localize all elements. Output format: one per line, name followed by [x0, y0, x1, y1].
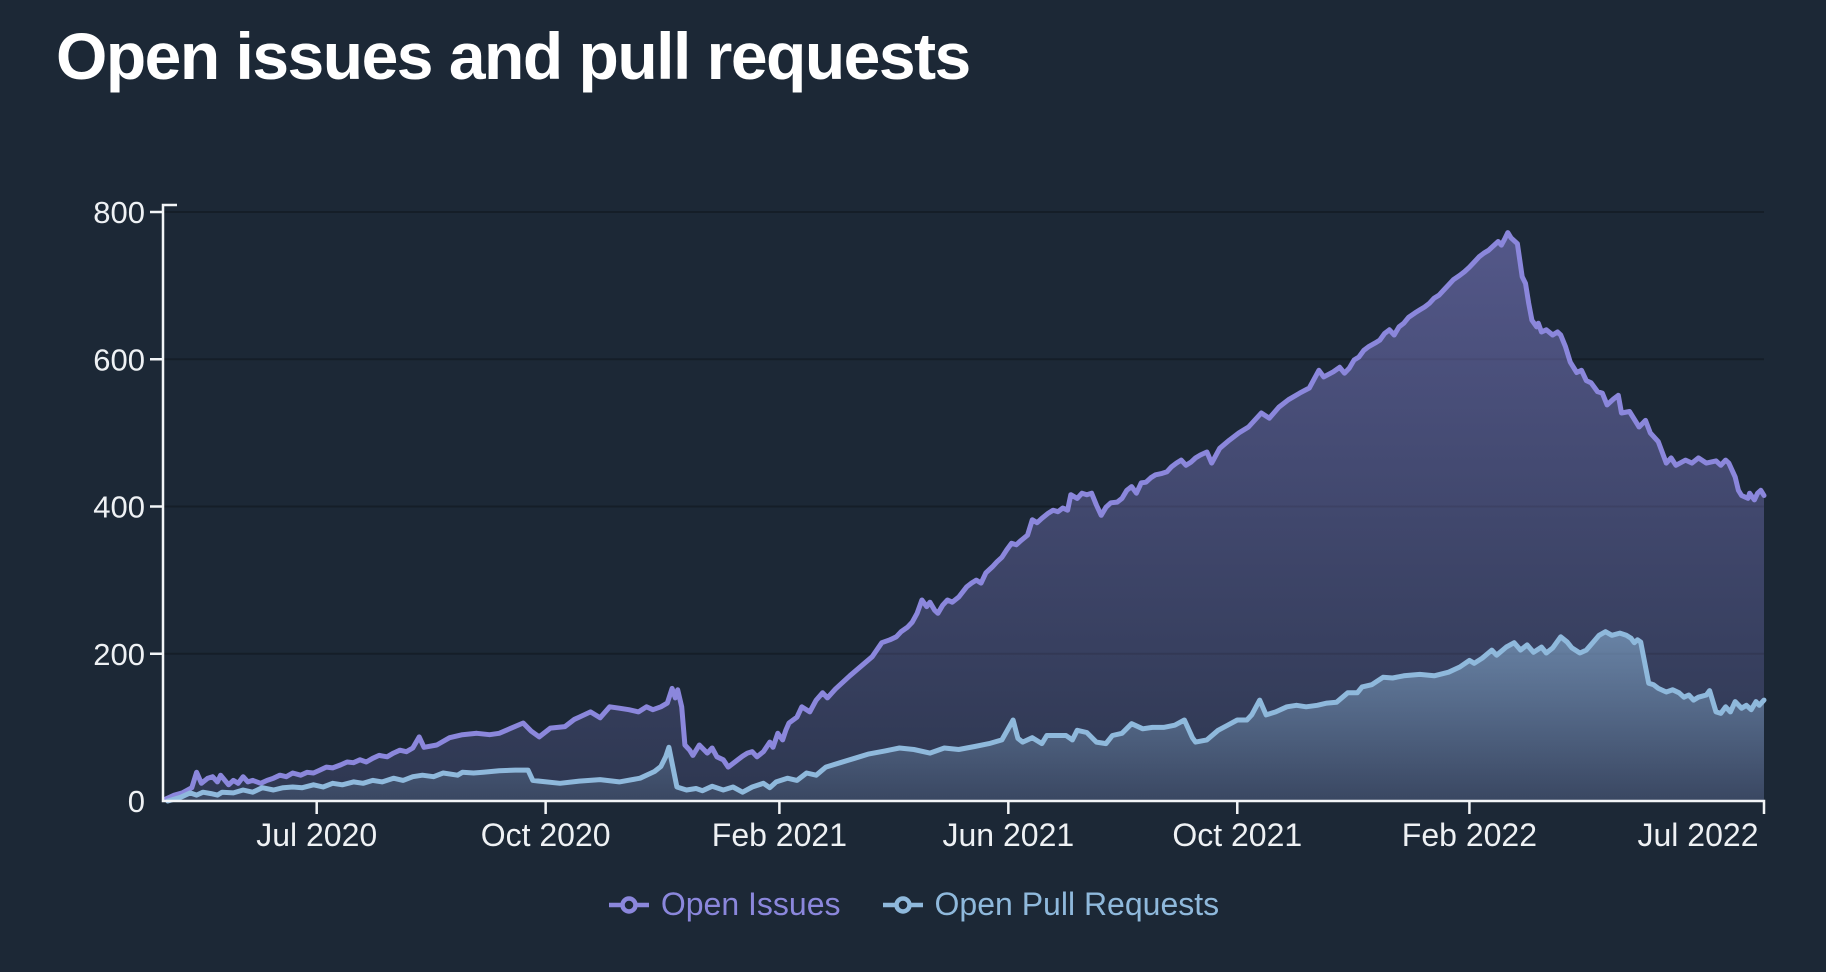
open-issues-legend-marker [608, 895, 649, 914]
y-tick-label: 400 [93, 490, 145, 525]
axis-domain [161, 203, 1766, 814]
legend-item-open-pull-requests[interactable]: Open Pull Requests [881, 886, 1220, 923]
legend: Open Issues Open Pull Requests [0, 886, 1826, 923]
legend-label-open-issues: Open Issues [660, 886, 841, 922]
legend-label-open-pull-requests: Open Pull Requests [934, 886, 1220, 922]
x-tick-label: Oct 2021 [1172, 817, 1302, 853]
y-tick-label: 0 [128, 784, 145, 819]
y-tick-label: 200 [93, 637, 145, 672]
open-issues-line[interactable] [162, 230, 1767, 802]
legend-item-open-issues[interactable]: Open Issues [607, 886, 841, 923]
open-pull-requests-line[interactable] [165, 629, 1767, 804]
open-pull-requests-area [167, 631, 1764, 801]
x-tick-label: Jul 2020 [256, 817, 377, 853]
x-tick-label: Feb 2022 [1402, 817, 1537, 853]
x-tick-label: Oct 2020 [481, 817, 611, 853]
x-tick-label: Jun 2021 [942, 817, 1074, 853]
x-tick-label: Feb 2021 [712, 817, 847, 853]
y-tick-label: 800 [93, 195, 145, 230]
open-pull-requests-legend-marker [882, 895, 923, 914]
x-tick-label: Jul 2022 [1638, 817, 1759, 853]
open-issues-area [164, 232, 1765, 802]
y-tick-label: 600 [93, 342, 145, 377]
page-title: Open issues and pull requests [56, 19, 971, 93]
